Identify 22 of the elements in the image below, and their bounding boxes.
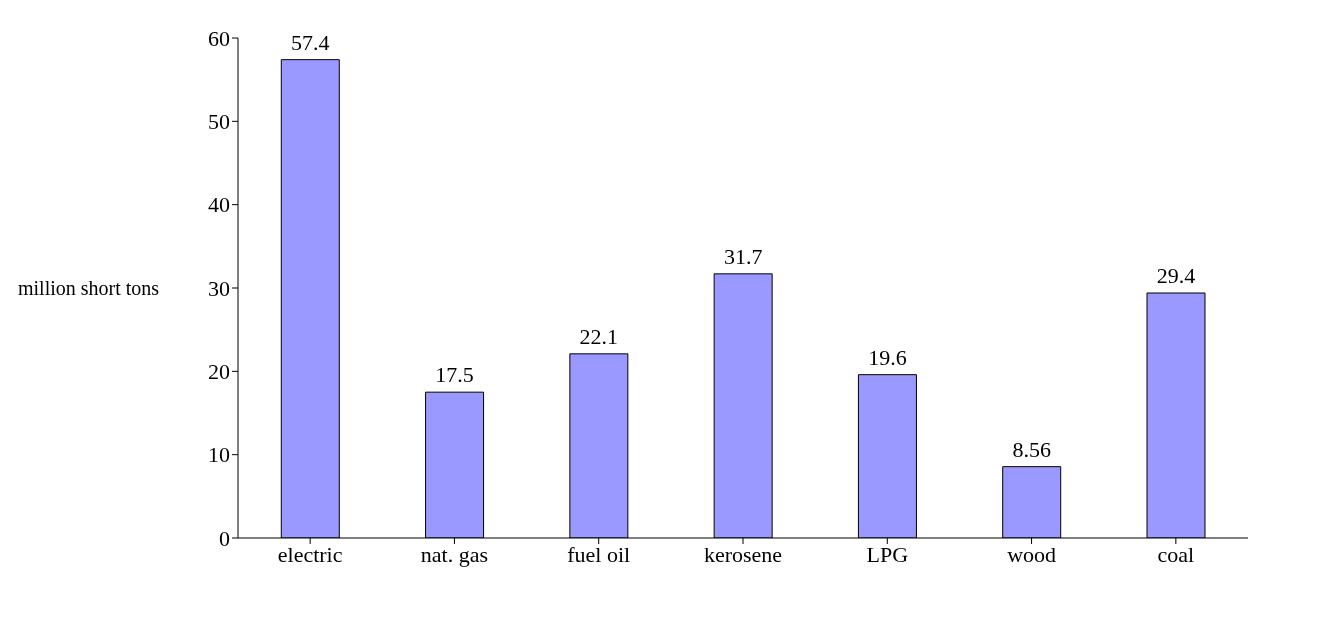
y-tick-label: 0 xyxy=(219,525,230,551)
x-tick-label: electric xyxy=(277,541,343,567)
x-tick-label: coal xyxy=(1157,541,1195,567)
data-label: 22.1 xyxy=(579,323,619,349)
y-tick-label: 20 xyxy=(208,359,230,385)
x-tick-label: wood xyxy=(1007,541,1057,567)
x-tick-label: LPG xyxy=(866,541,909,567)
y-tick-label: 60 xyxy=(208,25,230,51)
y-tick-label: 30 xyxy=(208,275,230,301)
data-label: 31.7 xyxy=(723,243,763,269)
data-label: 8.56 xyxy=(1012,436,1051,462)
x-tick-label: fuel oil xyxy=(567,541,631,567)
data-label: 17.5 xyxy=(435,362,474,388)
y-axis-title: million short tons xyxy=(18,277,160,300)
y-tick-label: 10 xyxy=(208,442,230,468)
x-tick-label: kerosene xyxy=(703,541,783,567)
data-label: 29.4 xyxy=(1156,263,1196,288)
data-label: 19.6 xyxy=(868,344,907,370)
x-tick-label: nat. gas xyxy=(420,541,489,567)
y-tick-label: 40 xyxy=(208,192,230,218)
data-label: 57.4 xyxy=(291,29,330,55)
y-tick-label: 50 xyxy=(208,109,230,135)
